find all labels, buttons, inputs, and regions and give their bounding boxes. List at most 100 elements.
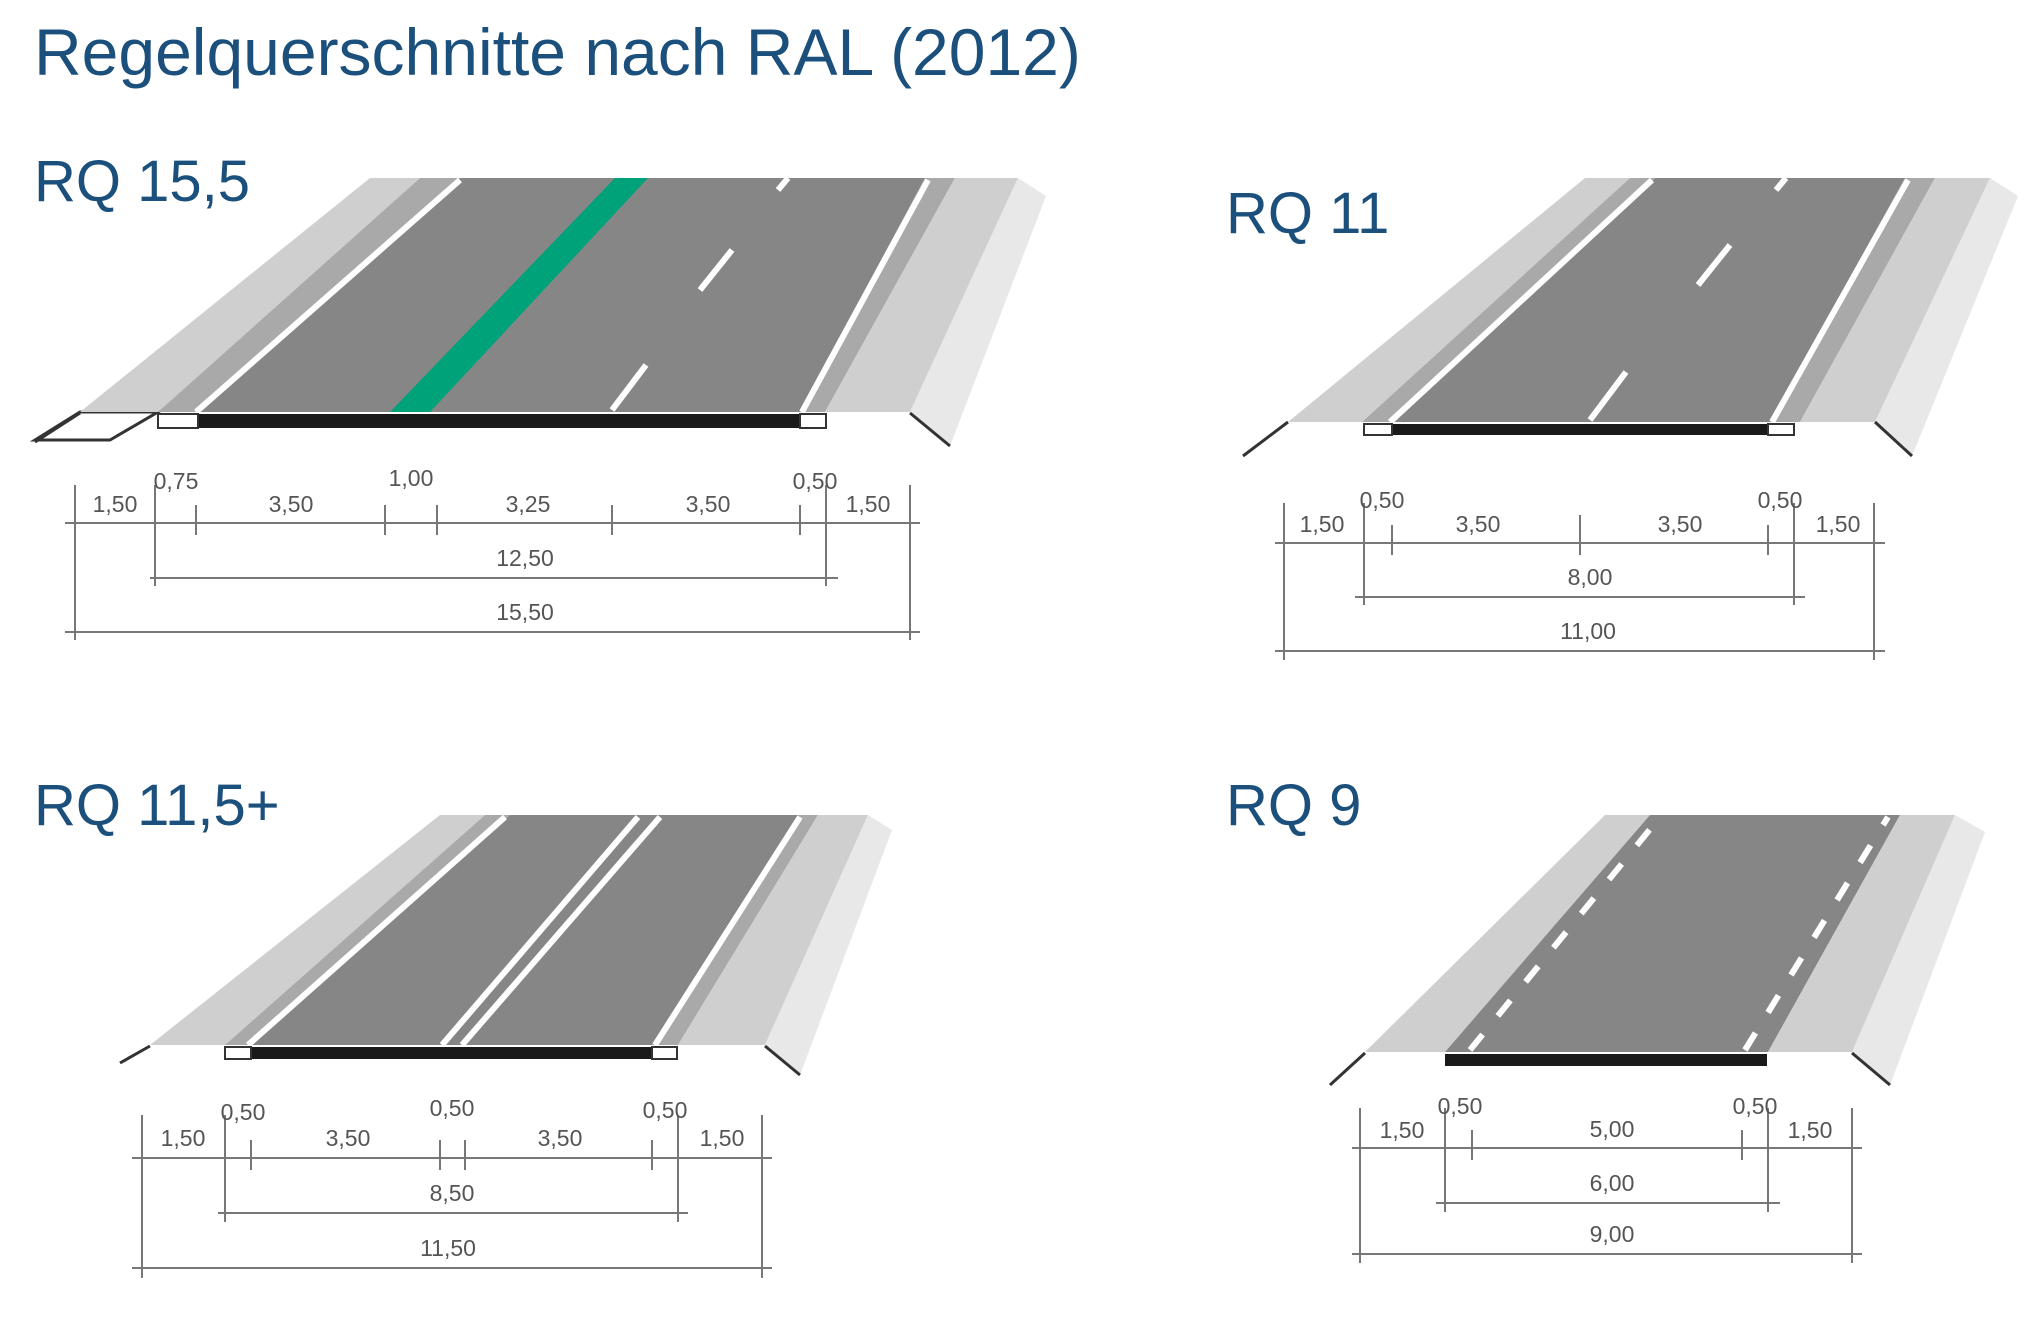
dim-label: 1,50 [1300,511,1345,537]
right-slope-ground [1873,420,1914,458]
dimensions-rq-9: 1,50 0,50 5,00 0,50 1,50 6,00 9,00 [1352,1093,1862,1263]
dim-label: 0,50 [1758,487,1803,513]
center-line-a [439,815,641,1047]
right-slope [1875,178,2018,456]
dim-label: 1,50 [1816,511,1861,537]
dimensions-rq-11: 1,50 0,50 3,50 3,50 0,50 1,50 8,00 11,00 [1275,487,1885,660]
left-shoulder [158,178,460,412]
road-rq-15-5 [29,176,1046,448]
edge-line-right [1769,178,1911,424]
base-end-right [799,413,827,429]
lane-dash [1773,176,1789,192]
left-slope-ground [1328,1051,1367,1087]
edge-line-left [246,814,507,1048]
green-median-strip [390,178,648,412]
dim-label-paved: 8,00 [1568,564,1613,590]
carriageway [1392,178,1905,422]
edge-line-right [799,178,931,414]
base-strip [158,414,826,428]
left-shoulder [1362,178,1655,422]
left-slope-ground [119,1044,151,1065]
right-shoulder [1770,178,1935,422]
base-end-right [1767,423,1795,436]
dim-label: 3,50 [1456,511,1501,537]
left-slope-ground [1242,420,1289,458]
carriageway [1445,815,1900,1052]
center-line-b [459,815,663,1047]
section-label-rq-15-5: RQ 15,5 [34,149,250,214]
dim-label: 3,50 [686,491,731,517]
right-slope-ground [1851,1051,1891,1087]
lane-dash [775,176,791,192]
dashed-edge-left [1467,815,1663,1052]
right-slope-ground [909,411,951,448]
dimensions-rq-15-5: 1,50 0,75 3,50 1,00 3,25 3,50 0,50 1,50 … [65,465,920,640]
right-verge [1768,815,1955,1052]
base-end-left [224,1046,252,1060]
dim-label-paved: 12,50 [496,545,554,571]
right-verge [825,178,1018,412]
left-verge [1288,178,1630,422]
right-verge [1800,178,1990,422]
dim-label: 1,50 [1788,1117,1833,1143]
dim-label: 3,50 [538,1125,583,1151]
carriageway [200,178,925,412]
edge-line-left [1387,177,1655,425]
dim-label: 5,00 [1590,1116,1635,1142]
right-shoulder [800,178,955,412]
right-verge [678,815,868,1045]
base-end-left [1363,423,1393,436]
carriageway [252,815,798,1045]
dim-label: 1,50 [1380,1117,1425,1143]
lane-dash [1695,243,1733,287]
base-strip [225,1047,677,1059]
dim-label-paved: 6,00 [1590,1170,1635,1196]
left-slope [1243,422,1362,455]
road-rq-11-5-plus [119,814,892,1077]
road-rq-11 [1242,176,2018,458]
dim-label: 1,50 [700,1125,745,1151]
base-strip [1364,424,1794,435]
dim-label: 0,50 [1360,487,1405,513]
dim-label: 3,25 [506,491,551,517]
dim-label: 3,50 [326,1125,371,1151]
section-label-rq-11-5-plus: RQ 11,5+ [34,773,280,838]
left-verge [150,815,485,1045]
dim-label: 3,50 [1658,511,1703,537]
road-rq-9 [1328,815,1985,1087]
right-slope-ground [764,1044,801,1077]
dim-label: 0,50 [1733,1093,1778,1119]
lane-dash [697,248,735,292]
lane-dash [609,363,649,412]
dim-label: 0,75 [154,468,199,494]
left-verge [80,178,420,412]
right-slope [910,178,1046,446]
base-end-left [157,413,199,429]
left-verge [1365,815,1650,1052]
dim-label: 0,50 [221,1099,266,1125]
edge-line-right [652,815,803,1047]
dim-label-total: 11,50 [420,1235,476,1261]
dim-label: 1,50 [161,1125,206,1151]
dimensions-rq-11-5-plus: 1,50 0,50 3,50 0,50 3,50 0,50 1,50 8,50 … [132,1095,772,1278]
dim-label: 0,50 [430,1095,475,1121]
dim-label-total: 9,00 [1590,1221,1635,1247]
left-slope [29,410,164,442]
edge-line-left [194,177,462,415]
right-slope [765,815,892,1075]
dim-label: 1,50 [846,491,891,517]
dim-label: 0,50 [643,1097,688,1123]
dim-label-paved: 8,50 [430,1180,475,1206]
dim-label-total: 11,00 [1560,618,1616,644]
base-end-right [651,1046,678,1060]
dim-label: 0,50 [1438,1093,1483,1119]
section-label-rq-11: RQ 11 [1226,181,1390,246]
dashed-edge-right [1742,815,1891,1052]
dim-label: 1,00 [389,465,434,491]
left-slope-ground [34,411,81,444]
base-strip [1445,1054,1767,1066]
dim-label: 0,50 [793,468,838,494]
dim-label-total: 15,50 [496,599,554,625]
section-label-rq-9: RQ 9 [1226,773,1362,838]
